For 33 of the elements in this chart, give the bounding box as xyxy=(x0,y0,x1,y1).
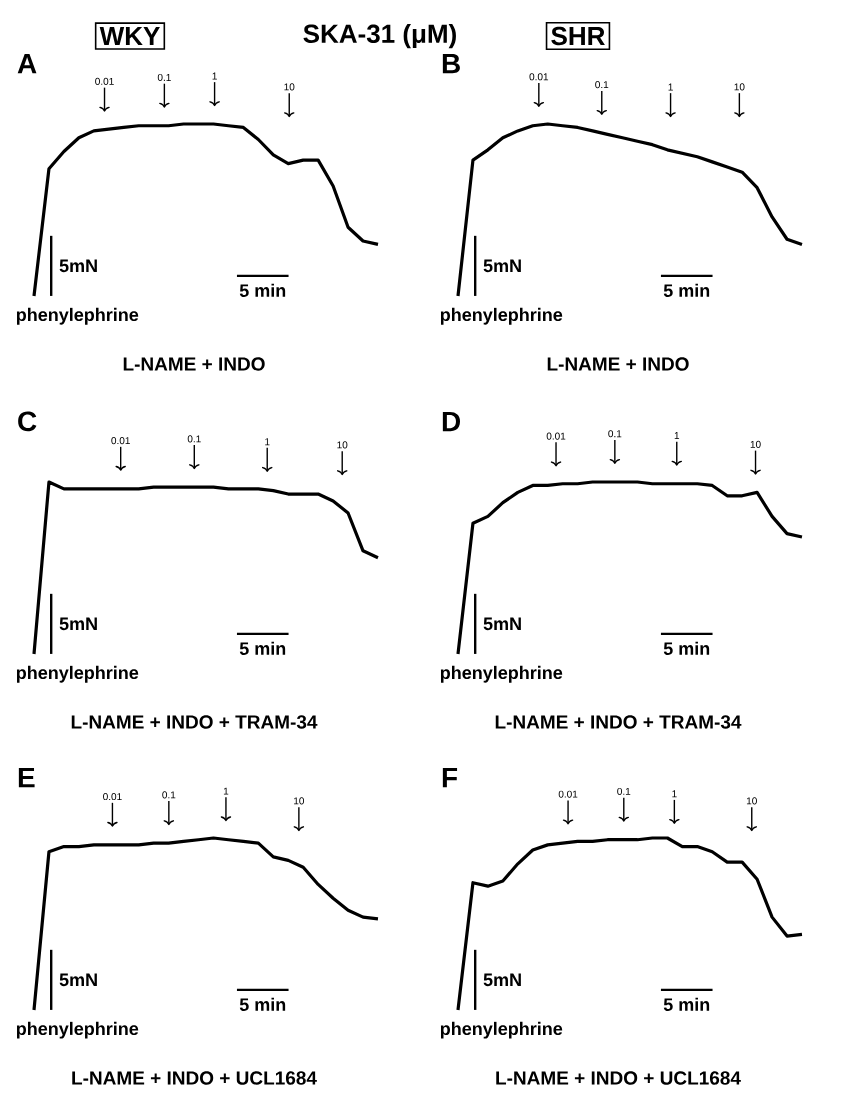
chart-title: E xyxy=(18,767,35,788)
chart-title: B xyxy=(442,53,460,74)
text: phenylephrine xyxy=(440,1021,563,1039)
x-axis-title: L-NAME + INDO xyxy=(547,357,689,371)
text: phenylephrine xyxy=(440,665,563,683)
annotation: 5mN xyxy=(483,973,521,987)
annotation: 5 min xyxy=(663,641,710,655)
annotation: 5 min xyxy=(239,283,286,297)
text: SKA-31 (μM) xyxy=(303,23,456,49)
x-axis-title: L-NAME + INDO xyxy=(123,357,265,371)
x-axis-title: L-NAME + INDO + UCL1684 xyxy=(72,1071,317,1085)
text: phenylephrine xyxy=(440,307,563,325)
chart-subtitle: WKY xyxy=(99,27,160,45)
x-axis-title: L-NAME + INDO + UCL1684 xyxy=(496,1071,741,1085)
annotation: 5mN xyxy=(59,617,97,631)
annotation: 5mN xyxy=(59,259,97,273)
annotation: 5 min xyxy=(239,641,286,655)
text: phenylephrine xyxy=(16,307,139,325)
annotation: 5mN xyxy=(483,617,521,631)
chart-title: D xyxy=(442,411,461,432)
x-axis-title: L-NAME + INDO + TRAM-34 xyxy=(71,715,318,729)
text: phenylephrine xyxy=(16,665,139,683)
annotation: 5 min xyxy=(239,997,286,1011)
chart-title: C xyxy=(18,411,37,432)
x-axis-title: L-NAME + INDO + TRAM-34 xyxy=(495,715,742,729)
annotation: 5mN xyxy=(59,973,97,987)
chart-title: A xyxy=(17,53,37,74)
text: phenylephrine xyxy=(16,1021,139,1039)
annotation: 5 min xyxy=(663,283,710,297)
annotation: 5 min xyxy=(663,997,710,1011)
chart-title: F xyxy=(442,767,458,788)
chart-subtitle: SHR xyxy=(551,26,605,46)
annotation: 5mN xyxy=(483,259,521,273)
